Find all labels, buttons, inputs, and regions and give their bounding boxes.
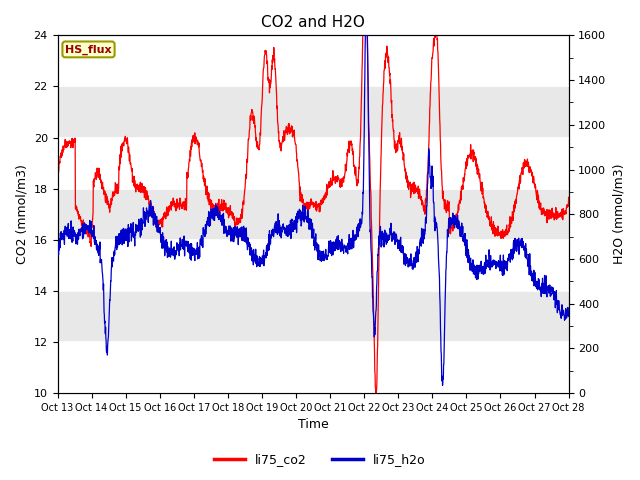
Y-axis label: CO2 (mmol/m3): CO2 (mmol/m3) — [15, 164, 28, 264]
Text: HS_flux: HS_flux — [65, 44, 112, 55]
Legend: li75_co2, li75_h2o: li75_co2, li75_h2o — [209, 448, 431, 471]
Bar — [58, 189, 568, 240]
X-axis label: Time: Time — [298, 419, 328, 432]
Bar — [58, 86, 568, 138]
Title: CO2 and H2O: CO2 and H2O — [261, 15, 365, 30]
Y-axis label: H2O (mmol/m3): H2O (mmol/m3) — [612, 164, 625, 264]
Bar — [58, 138, 568, 189]
Bar — [58, 342, 568, 393]
Bar — [58, 291, 568, 342]
Bar — [58, 36, 568, 86]
Bar — [58, 240, 568, 291]
